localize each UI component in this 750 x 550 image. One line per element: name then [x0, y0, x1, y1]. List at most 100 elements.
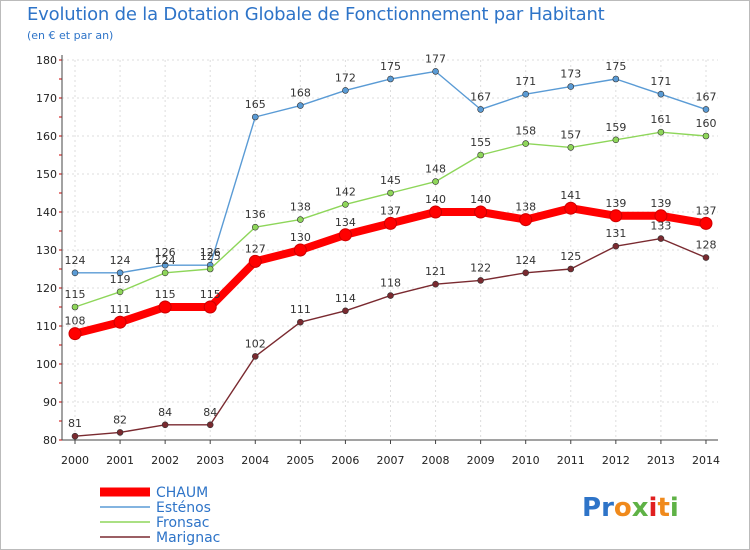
data-label-fronsac: 158	[515, 125, 536, 138]
data-point-estenos	[161, 261, 169, 269]
data-label-chaum: 127	[245, 242, 266, 255]
data-label-marignac: 114	[335, 292, 356, 305]
data-label-marignac: 131	[605, 227, 626, 240]
data-point-estenos	[612, 75, 620, 83]
data-label-estenos: 177	[425, 52, 446, 65]
x-tick-label: 2008	[422, 454, 450, 467]
data-point-marignac	[297, 318, 304, 326]
data-point-estenos	[522, 90, 530, 98]
data-point-chaum	[248, 254, 262, 268]
data-label-chaum: 115	[200, 288, 221, 301]
proxiti-logo: Proxiti	[582, 493, 679, 523]
data-label-estenos: 171	[650, 75, 671, 88]
data-point-fronsac	[297, 216, 304, 223]
data-point-estenos	[432, 68, 439, 75]
x-tick-label: 2005	[286, 454, 314, 467]
y-tick-label: 100	[36, 358, 57, 371]
data-label-fronsac: 159	[605, 121, 626, 134]
legend-label-chaum: CHAUM	[156, 485, 208, 501]
legend-label-marignac: Marignac	[156, 530, 220, 546]
data-label-chaum: 139	[650, 197, 671, 210]
chart-title: Evolution de la Dotation Globale de Fonc…	[27, 4, 605, 25]
data-point-fronsac	[387, 189, 394, 197]
data-point-chaum	[338, 228, 352, 242]
y-tick-label: 170	[36, 92, 57, 105]
data-label-chaum: 139	[605, 197, 626, 210]
data-point-fronsac	[116, 288, 124, 296]
data-label-marignac: 121	[425, 265, 446, 278]
data-label-chaum: 140	[425, 193, 446, 206]
data-point-fronsac	[522, 140, 530, 147]
data-point-marignac	[657, 235, 665, 242]
data-point-estenos	[251, 113, 259, 121]
data-point-fronsac	[612, 136, 620, 144]
data-point-marignac	[342, 307, 349, 315]
data-point-chaum	[293, 243, 307, 257]
data-label-chaum: 130	[290, 231, 311, 244]
y-tick-label: 150	[36, 168, 57, 181]
y-tick-label: 90	[43, 396, 57, 409]
data-point-estenos	[116, 269, 124, 277]
data-point-marignac	[161, 421, 169, 429]
data-point-chaum	[609, 209, 623, 223]
data-point-chaum	[383, 216, 397, 230]
data-point-marignac	[702, 254, 710, 261]
x-tick-label: 2007	[376, 454, 404, 467]
data-label-fronsac: 157	[560, 128, 581, 141]
y-tick-label: 140	[36, 206, 57, 219]
data-label-estenos: 173	[560, 68, 581, 81]
data-point-chaum	[654, 209, 668, 223]
data-point-estenos	[477, 106, 484, 113]
data-label-marignac: 124	[515, 254, 536, 267]
data-label-estenos: 172	[335, 71, 356, 84]
data-label-chaum: 138	[515, 201, 536, 214]
data-label-marignac: 84	[158, 406, 172, 419]
x-tick-label: 2010	[512, 454, 540, 467]
data-label-estenos: 171	[515, 75, 536, 88]
data-point-fronsac	[432, 178, 439, 185]
data-point-chaum	[474, 205, 488, 219]
data-label-estenos: 168	[290, 87, 311, 100]
data-label-fronsac: 115	[65, 288, 86, 301]
data-point-marignac	[116, 429, 124, 436]
data-label-fronsac: 124	[155, 254, 176, 267]
data-point-fronsac	[342, 201, 349, 208]
data-point-chaum	[113, 315, 127, 329]
data-point-marignac	[432, 280, 439, 288]
data-label-chaum: 141	[560, 189, 581, 202]
data-point-marignac	[206, 421, 214, 429]
x-tick-label: 2001	[106, 454, 134, 467]
data-point-estenos	[71, 269, 79, 277]
data-label-chaum: 134	[335, 216, 356, 229]
data-point-estenos	[342, 87, 349, 94]
data-point-estenos	[387, 75, 394, 83]
x-tick-label: 2002	[151, 454, 179, 467]
data-label-chaum: 137	[695, 204, 716, 217]
data-point-chaum	[699, 216, 713, 230]
data-label-marignac: 84	[203, 406, 217, 419]
data-label-fronsac: 145	[380, 174, 401, 187]
x-tick-label: 2006	[331, 454, 359, 467]
data-point-fronsac	[161, 269, 169, 277]
legend-label-fronsac: Fronsac	[156, 515, 210, 531]
data-label-fronsac: 125	[200, 250, 221, 263]
data-label-marignac: 82	[113, 413, 127, 426]
data-label-estenos: 124	[110, 254, 131, 267]
data-point-chaum	[429, 205, 443, 219]
data-label-estenos: 126	[200, 246, 221, 259]
data-label-estenos: 167	[695, 90, 716, 103]
data-point-chaum	[203, 300, 217, 314]
data-label-chaum: 137	[380, 204, 401, 217]
data-label-chaum: 140	[470, 193, 491, 206]
x-tick-label: 2000	[61, 454, 89, 467]
data-label-marignac: 111	[290, 303, 311, 316]
data-point-fronsac	[702, 132, 710, 140]
x-tick-label: 2014	[692, 454, 720, 467]
data-point-marignac	[612, 242, 620, 250]
data-label-estenos: 175	[380, 60, 401, 73]
data-label-marignac: 133	[650, 220, 671, 233]
data-point-chaum	[564, 201, 578, 215]
data-label-marignac: 125	[560, 250, 581, 263]
data-point-estenos	[297, 102, 304, 109]
data-point-marignac	[71, 432, 79, 440]
